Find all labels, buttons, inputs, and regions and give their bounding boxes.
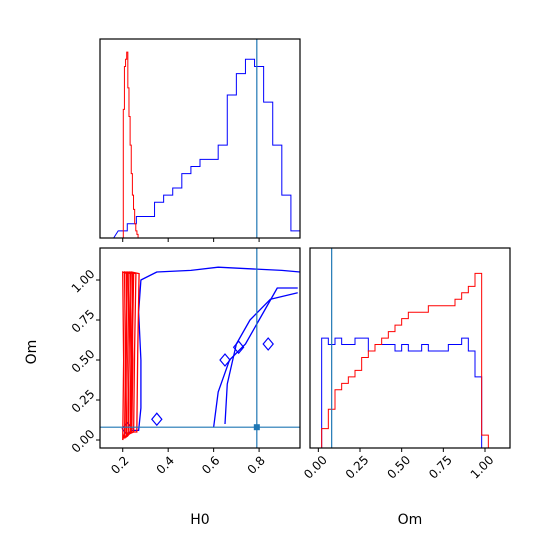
- h0-axis-label: H0: [190, 512, 209, 528]
- om-axis-label-bottom: Om: [398, 512, 423, 528]
- h0-tick-label: 0.8: [245, 453, 268, 476]
- om-tick-label: 0.00: [301, 453, 330, 482]
- blue-contour-level: [224, 292, 298, 425]
- red-contour-level: [131, 271, 140, 433]
- om-hist-blue-series: [315, 337, 495, 449]
- h0-tick-label: 0.4: [154, 453, 177, 476]
- om-tick-label: 1.00: [468, 453, 497, 482]
- contour-frame: [99, 247, 301, 449]
- blue-contour-island: [232, 340, 245, 355]
- om-tick-label: 0.25: [343, 453, 372, 482]
- om-tick-label: 0.25: [69, 387, 98, 416]
- om-tick-label: 0.50: [69, 347, 98, 376]
- h0-hist-blue-series: [104, 58, 301, 239]
- om-hist-red-series: [315, 272, 495, 449]
- om-tick-label: 0.75: [426, 453, 455, 482]
- om-tick-label: 0.00: [69, 427, 98, 456]
- h0-tick-label: 0.2: [108, 453, 131, 476]
- h0-hist-red-series: [122, 51, 140, 239]
- h0-om-contour-panel: 0.2 0.4 0.6 0.8 0.00 0.25 0.50 0.75 1.00: [69, 247, 301, 477]
- h0-tick-label: 0.6: [199, 453, 222, 476]
- om-axis-label-left: Om: [24, 340, 40, 365]
- blue-contour-level: [131, 266, 301, 432]
- truth-marker: [253, 424, 260, 431]
- blue-contour-island: [262, 337, 274, 351]
- blue-contour-island: [151, 412, 163, 427]
- om-tick-label: 1.00: [69, 267, 98, 296]
- om-tick-label: 0.50: [384, 453, 413, 482]
- om-tick-label: 0.75: [69, 307, 98, 336]
- om-hist-frame: [309, 247, 511, 449]
- h0-hist-frame: [99, 38, 301, 239]
- om-histogram-panel: 0.00 0.25 0.50 0.75 1.00: [301, 247, 511, 482]
- h0-histogram-panel: [99, 38, 301, 242]
- blue-contour-level: [212, 287, 298, 428]
- blue-contour-island: [219, 353, 231, 367]
